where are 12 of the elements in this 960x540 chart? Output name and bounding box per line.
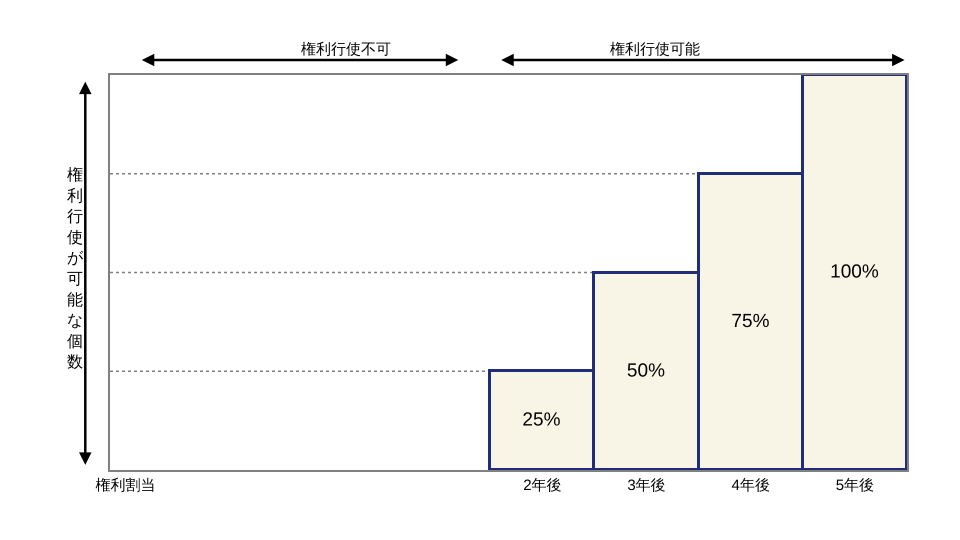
data-label: 100% [830, 262, 879, 282]
x-tick-label: 4年後 [732, 477, 770, 494]
x-tick-label: 5年後 [836, 477, 874, 494]
x-tick-label: 権利割当 [96, 477, 156, 494]
data-label: 50% [626, 360, 666, 382]
x-tick-label: 2年後 [523, 477, 562, 494]
text: 権利行使不可 [301, 41, 391, 58]
data-label: 25% [522, 410, 561, 430]
data-label: 75% [731, 311, 770, 332]
x-tick-label: 3年後 [627, 477, 666, 494]
text: 権利行使が可能な個数 [67, 167, 83, 372]
text: 権利行使可能 [610, 41, 700, 58]
